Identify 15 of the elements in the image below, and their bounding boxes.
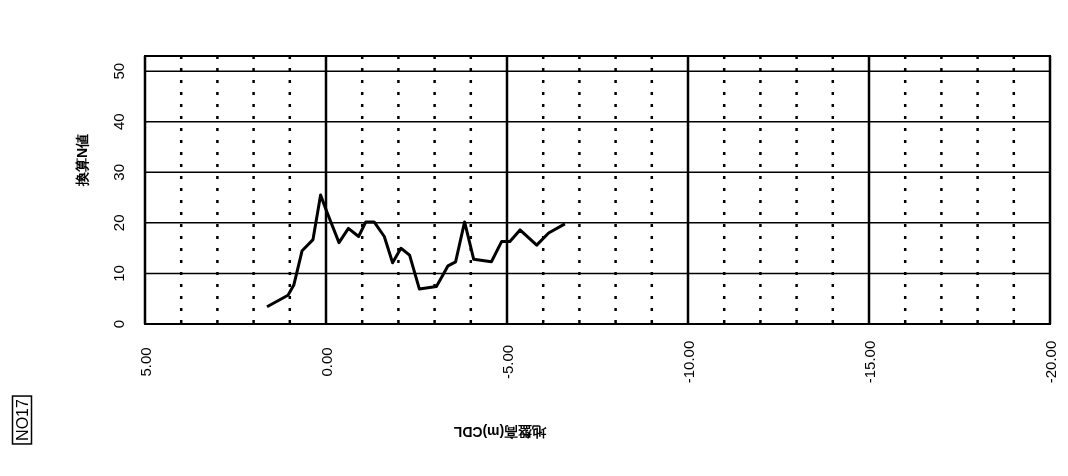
text: NO17 — [13, 399, 31, 441]
x-tick-label: -5.00 — [498, 344, 516, 380]
x-tick-label: -20.00 — [1041, 340, 1059, 384]
y-tick-label: 30 — [109, 163, 127, 181]
y-tick-label: 10 — [109, 265, 127, 282]
x-tick-label: -15.00 — [860, 340, 878, 384]
x-tick-label: -10.00 — [679, 340, 697, 384]
y-tick-label: 20 — [109, 214, 127, 232]
x-tick-label: 5.00 — [136, 347, 154, 377]
x-tick-label: 0.00 — [317, 347, 335, 377]
y-axis-title: 換算N値 — [74, 133, 90, 188]
y-tick-label: 0 — [109, 319, 127, 329]
y-tick-label: 50 — [109, 62, 127, 80]
x-axis-title: 地盤高(m)CDL — [453, 424, 548, 440]
y-tick-label: 40 — [109, 113, 127, 131]
